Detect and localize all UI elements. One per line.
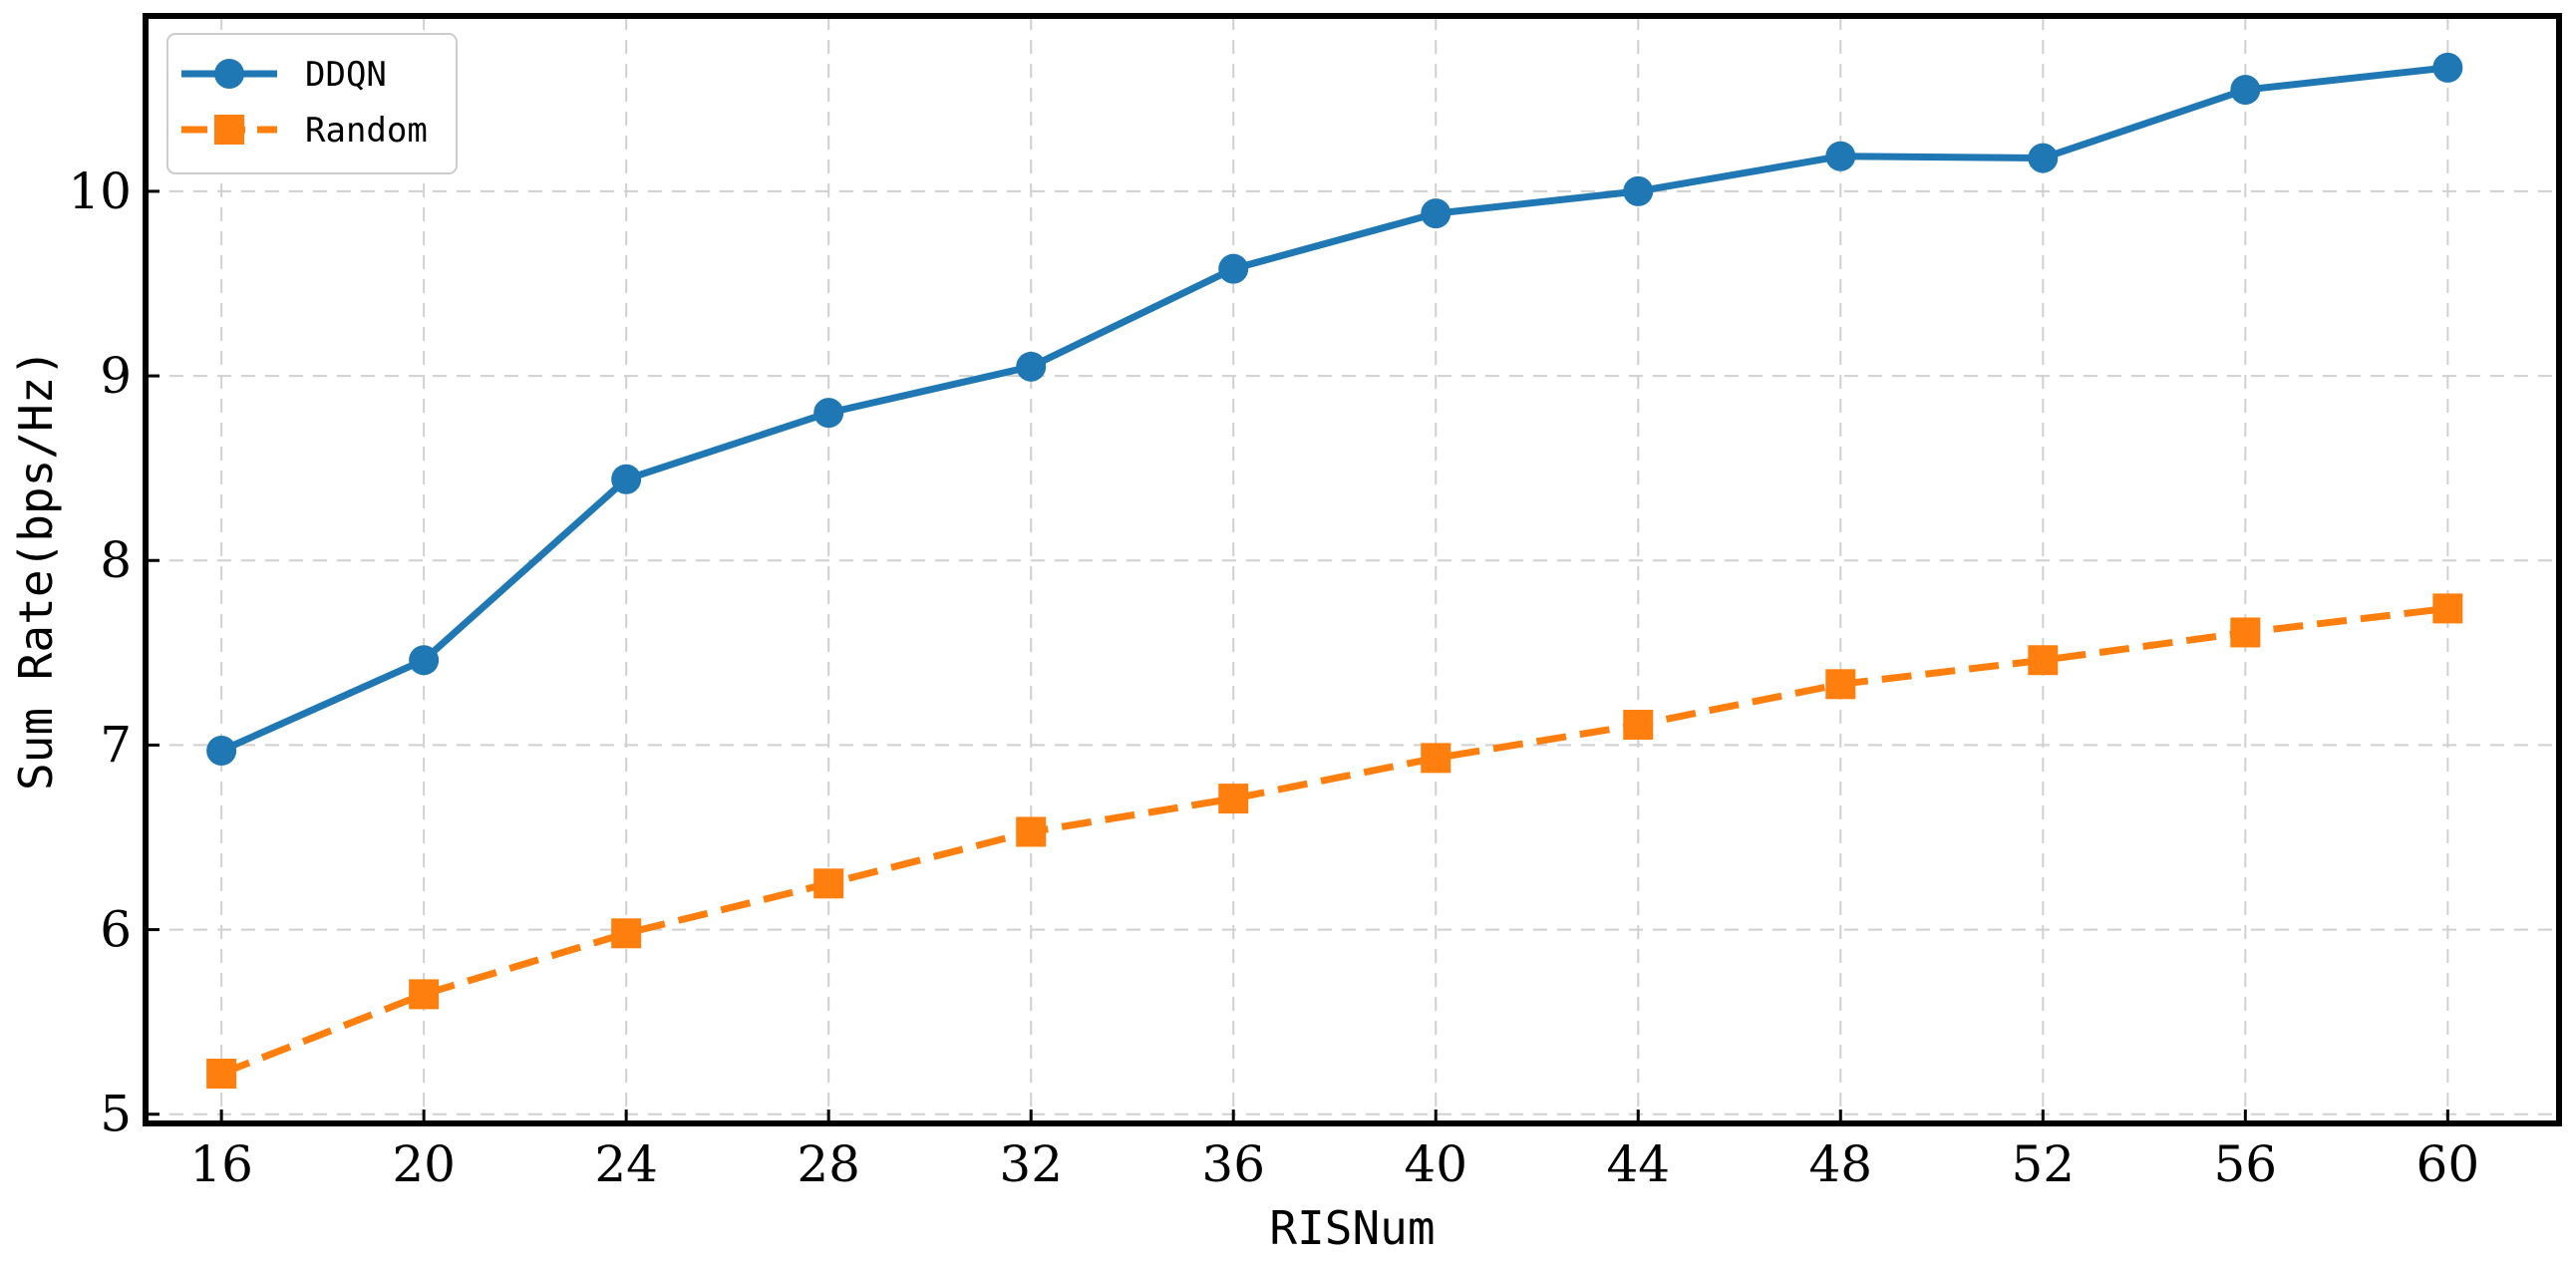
data-point-random <box>2432 593 2463 624</box>
y-tick-label: 6 <box>100 901 132 959</box>
y-axis-label: Sum Rate(bps/Hz) <box>9 349 63 791</box>
series-line-random <box>219 604 2448 1078</box>
series-layer <box>206 52 2463 1090</box>
data-point-random <box>206 1059 237 1090</box>
legend-marker-ddqn <box>214 59 244 89</box>
data-point-ddqn <box>1421 198 1451 229</box>
data-point-random <box>409 979 440 1010</box>
data-point-random <box>1016 816 1047 847</box>
data-point-ddqn <box>813 398 844 429</box>
data-point-random <box>1825 669 1856 700</box>
data-point-random <box>1623 710 1654 741</box>
x-tick-label: 48 <box>1808 1135 1872 1193</box>
x-axis-label: RISNum <box>1269 1201 1435 1255</box>
x-tick-label: 20 <box>392 1135 456 1193</box>
data-point-ddqn <box>2028 143 2059 173</box>
series-line-ddqn <box>219 64 2448 755</box>
data-point-ddqn <box>2230 75 2261 106</box>
y-tick-label: 10 <box>68 162 132 220</box>
y-tick-label: 7 <box>100 716 132 774</box>
data-point-random <box>813 868 844 899</box>
y-tick-label: 8 <box>100 531 132 589</box>
x-tick-label: 28 <box>797 1135 860 1193</box>
y-tick-label: 5 <box>100 1086 132 1143</box>
legend-label-ddqn: DDQN <box>305 55 387 95</box>
legend-marker-random <box>214 115 244 145</box>
data-point-random <box>2230 617 2261 648</box>
data-point-ddqn <box>2432 52 2463 83</box>
x-tick-label: 44 <box>1606 1135 1670 1193</box>
data-point-ddqn <box>611 464 642 494</box>
x-tick-label: 56 <box>2214 1135 2278 1193</box>
plot-frame <box>143 13 2562 1126</box>
data-point-random <box>2028 645 2059 676</box>
data-point-ddqn <box>1623 175 1654 206</box>
data-point-ddqn <box>1218 253 1249 284</box>
data-point-ddqn <box>1825 141 1856 171</box>
data-point-random <box>1218 784 1249 814</box>
series-ddqn <box>206 52 2463 766</box>
legend: DDQN Random <box>166 33 458 174</box>
legend-label-random: Random <box>305 111 428 151</box>
data-point-ddqn <box>409 645 440 676</box>
data-point-random <box>611 918 642 949</box>
data-point-ddqn <box>1016 351 1047 382</box>
data-point-ddqn <box>206 735 237 766</box>
x-tick-label: 24 <box>594 1135 658 1193</box>
x-tick-label: 36 <box>1201 1135 1265 1193</box>
grid <box>146 16 2559 1123</box>
x-tick-label: 40 <box>1404 1135 1467 1193</box>
x-tick-label: 52 <box>2011 1135 2075 1193</box>
x-tick-label: 16 <box>189 1135 253 1193</box>
x-tick-label: 32 <box>999 1135 1063 1193</box>
y-tick-label: 9 <box>100 347 132 405</box>
series-random <box>206 593 2463 1090</box>
data-point-random <box>1421 743 1451 774</box>
x-tick-label: 60 <box>2416 1135 2480 1193</box>
